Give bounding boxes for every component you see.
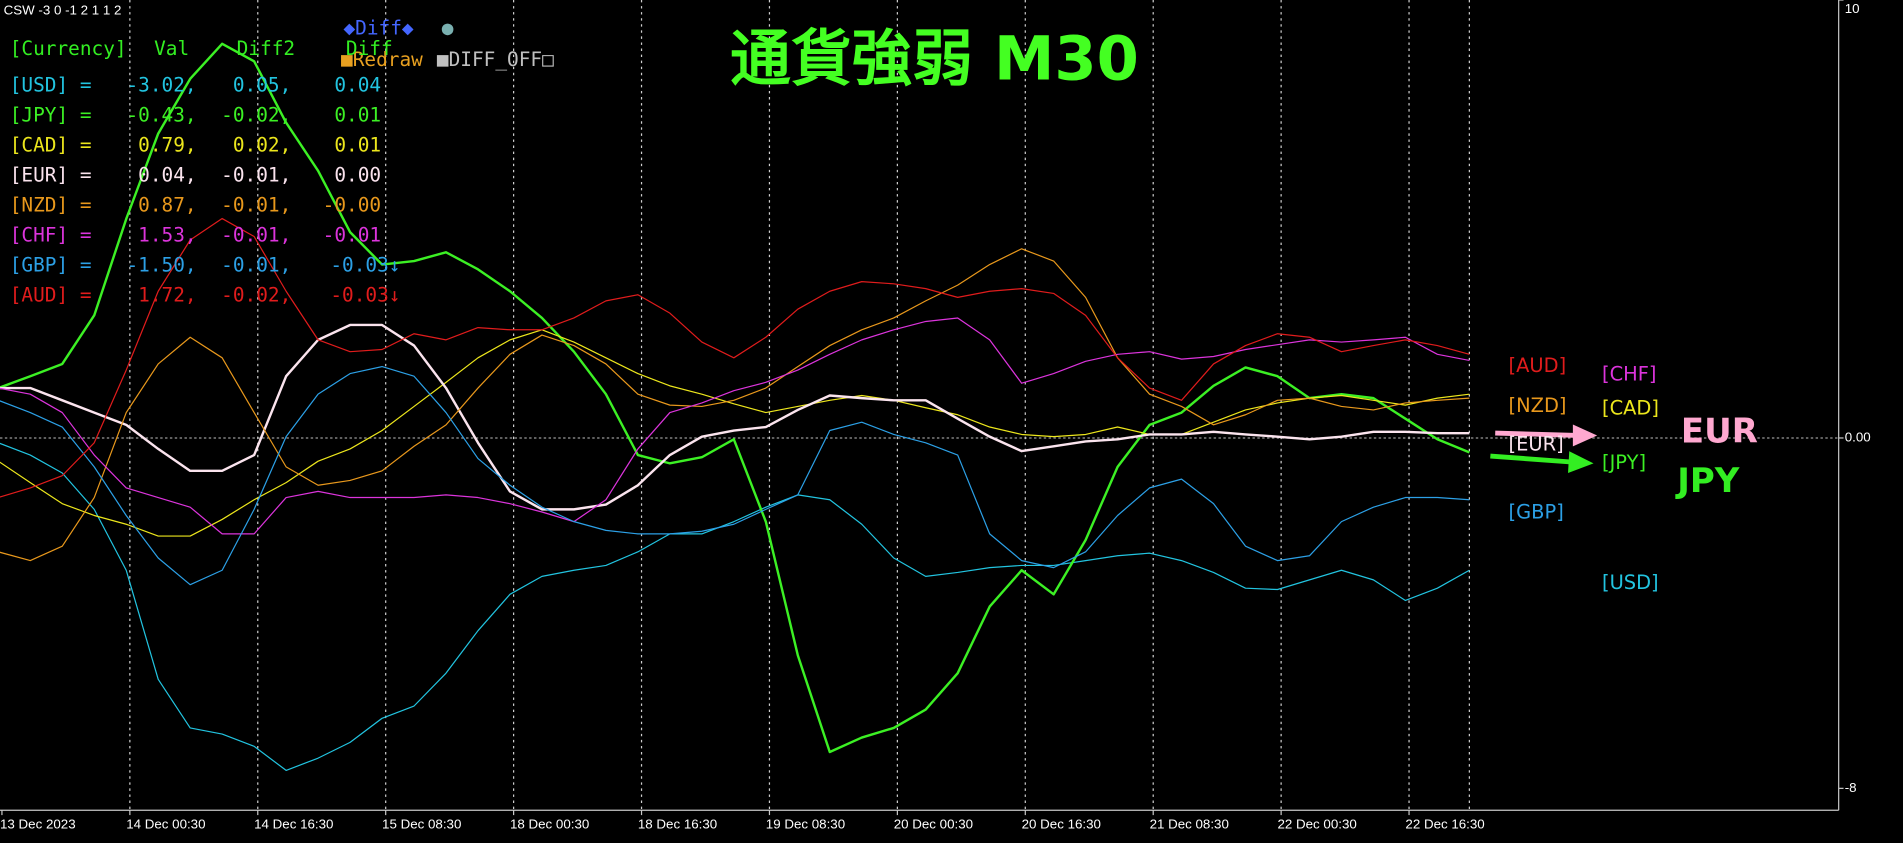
series-line [0,323,1470,511]
x-tick-label: 18 Dec 16:30 [638,816,717,831]
panel-cell: -0.01, [221,253,291,276]
panel-cell: [USD] = [10,74,92,97]
panel-header: [Currency] [10,37,127,60]
legend-label: [EUR] [1509,433,1564,456]
panel-cell: -0.03↓ [330,253,400,276]
legend-label: [CHF] [1602,362,1656,385]
legend-label: [GBP] [1509,501,1564,524]
panel-cell: 0.79, [138,134,196,157]
x-tick-label: 22 Dec 00:30 [1277,816,1356,831]
redraw-button[interactable]: ■Redraw [341,48,423,71]
y-tick-label: 10 [1845,1,1860,16]
series-line [0,442,1470,771]
series-line [0,248,1470,562]
panel-cell: -0.02, [221,104,291,127]
y-tick-label: 0.00 [1845,430,1871,445]
series-line [0,217,1470,498]
legend-label: [USD] [1602,571,1659,594]
panel-cell: -0.03↓ [330,283,400,306]
chart-title: 通貨強弱 M30 [730,25,1139,95]
y-tick-label: -8 [1845,780,1857,795]
indicator-label: CSW -3 0 -1 2 1 1 2 [4,2,122,17]
panel-cell: 0.05, [233,74,291,97]
x-tick-label: 21 Dec 08:30 [1150,816,1229,831]
panel-cell: [AUD] = [10,283,92,306]
panel-cell: -0.43, [126,104,196,127]
jpy-arrow-head [1568,451,1594,474]
eur-arrow-head [1572,424,1598,447]
panel-cell: 0.01 [334,104,381,127]
panel-cell: [EUR] = [10,164,92,187]
plot-area: -8 0.00 10 13 Dec 2023 14 Dec 00:30 14 Dec 16… [0,0,1871,831]
annotation-arrows [1490,424,1598,474]
series-line [0,317,1470,535]
panel-cell: -0.01, [221,223,291,246]
panel-cell: 0.87, [138,193,196,216]
jpy-arrow [1490,453,1574,465]
panel-cell: [NZD] = [10,193,92,216]
panel-header: Diff [346,37,393,60]
legend-label: [AUD] [1509,354,1567,377]
diff-toggle[interactable]: ● [442,17,454,40]
annotation: JPY [1675,461,1740,501]
eur-arrow [1495,430,1578,438]
panel-cell: -0.01, [221,193,291,216]
x-tick-label: 13 Dec 2023 [0,816,76,831]
panel-cell: 0.04 [334,74,381,97]
panel-cell: -0.01, [221,164,291,187]
series-line [0,329,1470,537]
panel-cell: 0.01 [334,134,381,157]
series-line [0,365,1470,586]
annotation: EUR [1681,412,1758,452]
panel-cell: -0.00 [323,193,381,216]
diff-off-button[interactable]: ■DIFF_OFF□ [437,48,554,71]
panel-header: Diff2 [237,37,295,60]
x-tick-label: 14 Dec 16:30 [254,816,333,831]
x-tick-label: 15 Dec 08:30 [382,816,461,831]
x-tick-label: 22 Dec 16:30 [1405,816,1484,831]
panel-cell: -0.02, [221,283,291,306]
legend-label: [NZD] [1509,394,1567,417]
panel-header: Val [154,37,189,60]
panel-cell: 0.04, [138,164,196,187]
panel-cell: 0.02, [233,134,291,157]
panel-cell: [CHF] = [10,223,92,246]
x-tick-label: 19 Dec 08:30 [766,816,845,831]
legend-label: [CAD] [1602,396,1659,419]
panel-cell: [JPY] = [10,104,92,127]
panel-cell: 1.53, [138,223,196,246]
panel-cell: -3.02, [126,74,196,97]
diff-button[interactable]: ◆Diff◆ [343,17,413,40]
series-line [0,42,1470,754]
x-tick-label: 20 Dec 16:30 [1022,816,1101,831]
panel-cell: -1.50, [126,253,196,276]
panel-cell: -0.01 [323,223,381,246]
panel-cell: 0.00 [334,164,381,187]
panel-cell: 1.72, [138,283,196,306]
x-tick-label: 18 Dec 00:30 [510,816,589,831]
panel-cell: [GBP] = [10,253,92,276]
x-tick-label: 20 Dec 00:30 [894,816,973,831]
x-tick-label: 14 Dec 00:30 [126,816,205,831]
panel-cell: [CAD] = [10,134,92,157]
legend-label: [JPY] [1602,451,1646,474]
